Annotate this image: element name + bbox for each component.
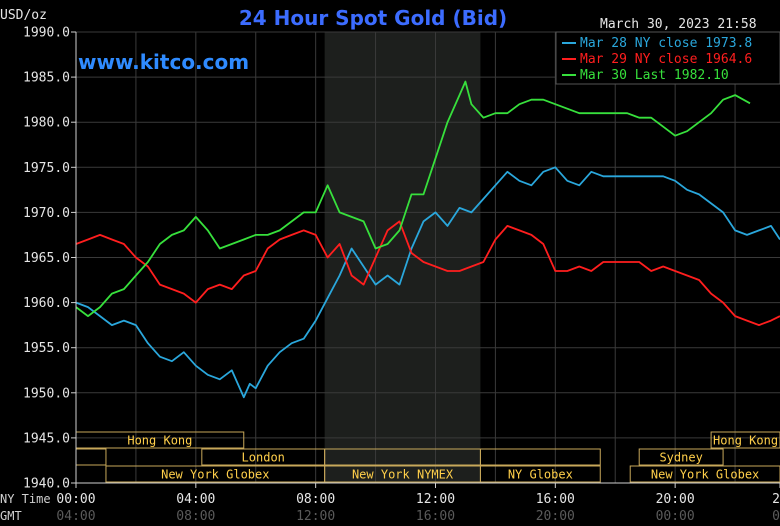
x-tick-label-ny-5: 20:00 bbox=[656, 492, 695, 507]
x-axis-label-gmt: GMT bbox=[0, 509, 22, 523]
session-label-6: NY Globex bbox=[508, 468, 573, 482]
y-tick-label-1: 1985.0 bbox=[23, 71, 70, 86]
x-axis-label-ny: NY Time bbox=[0, 492, 51, 506]
legend-entry-0: Mar 28 NY close 1973.8 bbox=[580, 36, 752, 51]
session-box-2 bbox=[479, 448, 601, 466]
session-bar-2 bbox=[201, 448, 326, 466]
legend-entry-1: Mar 29 NY close 1964.6 bbox=[580, 52, 752, 67]
x-tick-label-gmt-3: 16:00 bbox=[416, 509, 455, 524]
session-label-7: New York Globex bbox=[651, 468, 759, 482]
y-tick-label-7: 1955.0 bbox=[23, 341, 70, 356]
session-bar-3 bbox=[638, 448, 724, 466]
y-tick-label-6: 1960.0 bbox=[23, 296, 70, 311]
session-label-0: Hong Kong bbox=[127, 434, 192, 448]
y-tick-label-3: 1975.0 bbox=[23, 161, 70, 176]
y-tick-label-9: 1945.0 bbox=[23, 431, 70, 446]
date-stamp: March 30, 2023 21:58 bbox=[600, 17, 757, 32]
y-tick-label-4: 1970.0 bbox=[23, 206, 70, 221]
y-tick-label-2: 1980.0 bbox=[23, 116, 70, 131]
x-tick-label-gmt-5: 00:00 bbox=[656, 509, 695, 524]
y-tick-label-0: 1990.0 bbox=[23, 26, 70, 41]
price-series bbox=[75, 80, 780, 399]
session-label-3: Sydney bbox=[659, 451, 702, 465]
x-tick-label-gmt-2: 12:00 bbox=[296, 509, 335, 524]
x-tick-label-ny-1: 04:00 bbox=[176, 492, 215, 507]
y-axis-label: USD/oz bbox=[0, 8, 47, 23]
legend-box bbox=[555, 31, 780, 85]
x-tick-label-ny-0: 00:00 bbox=[56, 492, 95, 507]
session-label-2: London bbox=[242, 451, 285, 465]
session-label-5: New York NYMEX bbox=[352, 468, 454, 482]
watermark: www.kitco.com bbox=[78, 50, 249, 74]
x-tick-label-gmt-6: 03 bbox=[772, 509, 780, 524]
series-line-0 bbox=[75, 166, 780, 399]
x-tick-label-ny-6: 23 bbox=[772, 492, 780, 507]
session-label-4: New York Globex bbox=[161, 468, 269, 482]
session-bar-7 bbox=[629, 465, 780, 483]
x-tick-label-ny-3: 12:00 bbox=[416, 492, 455, 507]
session-label-1: Hong Kong bbox=[713, 434, 778, 448]
y-tick-labels: 1990.0 1985.0 1980.0 1975.0 1970.0 1965.0 1960… bbox=[23, 26, 76, 492]
series-line-2 bbox=[75, 80, 751, 317]
x-tick-label-ny-2: 08:00 bbox=[296, 492, 335, 507]
x-tick-label-gmt-4: 20:00 bbox=[536, 509, 575, 524]
trading-sessions: Hong Kong Hong Kong London Sydney New York G… bbox=[75, 431, 780, 483]
x-tick-label-gmt-1: 08:00 bbox=[176, 509, 215, 524]
chart-title: 24 Hour Spot Gold (Bid) bbox=[239, 6, 507, 30]
y-tick-label-8: 1950.0 bbox=[23, 386, 70, 401]
legend-entry-2: Mar 30 Last 1982.10 bbox=[580, 68, 729, 83]
y-tick-label-10: 1940.0 bbox=[23, 477, 70, 492]
x-tick-labels: 00:00 04:00 04:00 08:00 08:00 12:00 12:00 16:00… bbox=[56, 483, 780, 524]
x-tick-label-gmt-0: 04:00 bbox=[56, 509, 95, 524]
session-bar-1 bbox=[710, 431, 780, 449]
y-tick-label-5: 1965.0 bbox=[23, 251, 70, 266]
session-bar-6 bbox=[479, 465, 601, 483]
series-line-1 bbox=[75, 220, 780, 326]
x-tick-label-ny-4: 16:00 bbox=[536, 492, 575, 507]
